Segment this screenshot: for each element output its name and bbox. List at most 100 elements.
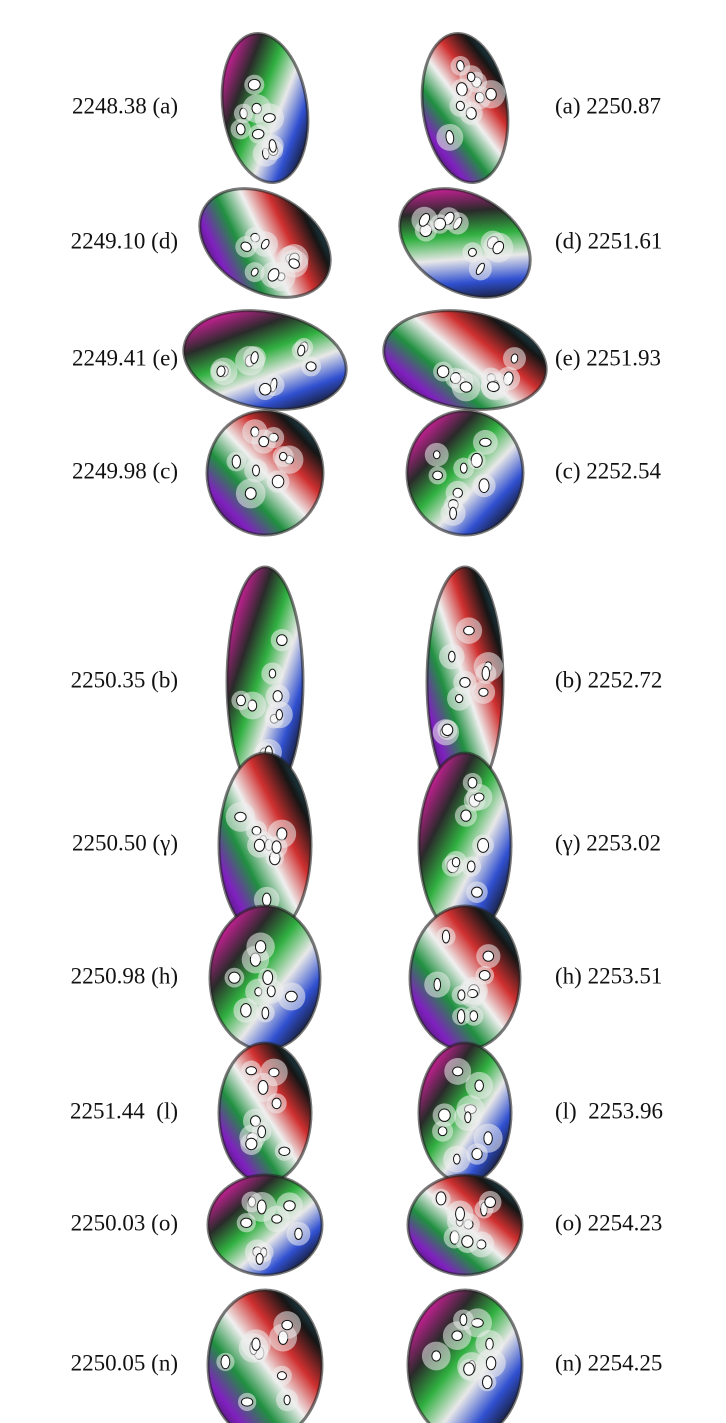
right-label: (γ) 2253.02 — [555, 830, 661, 855]
left-label: 2251.44 (l) — [70, 1098, 178, 1123]
blob-hole — [273, 691, 282, 702]
molecule-image — [410, 906, 520, 1050]
blob-hole — [295, 1228, 302, 1239]
blob-hole — [263, 971, 273, 985]
blob-hole — [456, 1207, 465, 1221]
blob-hole — [258, 1081, 268, 1095]
blob-hole — [433, 451, 440, 459]
blob-hole — [458, 990, 465, 1000]
right-label: (b) 2252.72 — [555, 667, 662, 692]
blob-hole — [457, 1010, 464, 1024]
blob-hole — [257, 1200, 266, 1214]
blob-hole — [460, 677, 470, 687]
blob-hole — [479, 479, 489, 493]
blob-hole — [276, 710, 282, 720]
left-label: 2249.41 (e) — [72, 345, 178, 370]
molecule-image — [408, 1175, 522, 1275]
blob-hole — [272, 475, 284, 488]
blob-hole — [246, 1067, 257, 1075]
blob-hole — [478, 838, 489, 852]
blob-hole — [267, 986, 275, 997]
blob-hole — [284, 1395, 290, 1405]
blob-hole — [272, 1215, 282, 1223]
left-label: 2250.05 (n) — [71, 1350, 178, 1375]
blob-hole — [474, 793, 484, 801]
blob-hole — [253, 465, 260, 476]
blob-hole — [279, 1147, 290, 1155]
molecule-image — [213, 28, 317, 188]
molecule-image — [180, 166, 349, 319]
molecule-image — [208, 1290, 322, 1423]
molecule-image — [376, 298, 554, 421]
left-label: 2249.10 (d) — [71, 228, 178, 253]
right-label: (d) 2251.61 — [555, 228, 662, 253]
blob-hole — [479, 971, 490, 981]
blob-hole — [258, 1126, 266, 1138]
molecule-image — [210, 906, 320, 1050]
blob-hole — [255, 941, 265, 953]
blob-hole — [232, 455, 240, 468]
blob-hole — [472, 887, 483, 897]
blob-hole — [269, 669, 275, 678]
blob-hole — [486, 1357, 495, 1370]
right-label: (h) 2253.51 — [555, 963, 662, 988]
blob-hole — [465, 1112, 471, 1123]
blob-hole — [455, 695, 462, 703]
molecule-image — [380, 166, 549, 319]
blob-hole — [464, 626, 475, 635]
blob-hole — [272, 841, 281, 854]
molecule-image — [407, 411, 523, 535]
blob-hole — [433, 471, 443, 480]
blob-body — [380, 166, 549, 319]
blob-hole — [485, 1197, 496, 1208]
blob-hole — [434, 978, 441, 990]
blob-hole — [483, 1376, 492, 1389]
blob-hole — [284, 1201, 295, 1211]
blob-hole — [464, 1363, 475, 1376]
left-label: 2250.98 (h) — [71, 963, 178, 988]
left-label: 2249.98 (c) — [72, 458, 178, 483]
right-label: (o) 2254.23 — [555, 1210, 662, 1235]
blob-hole — [467, 861, 475, 872]
molecule-image — [176, 298, 354, 421]
right-label: (a) 2250.87 — [555, 93, 661, 118]
molecule-image — [419, 1043, 511, 1183]
blob-hole — [279, 452, 286, 460]
blob-hole — [483, 951, 494, 961]
blob-hole — [479, 688, 488, 696]
blob-hole — [461, 810, 471, 821]
right-label: (e) 2251.93 — [555, 345, 661, 370]
blob-hole — [452, 1331, 462, 1341]
blob-hole — [452, 857, 460, 866]
molecule-image — [219, 1043, 311, 1183]
blob-hole — [277, 1372, 286, 1380]
blob-hole — [262, 1007, 269, 1019]
left-label: 2250.03 (o) — [71, 1210, 178, 1235]
blob-hole — [475, 1080, 484, 1091]
blob-hole — [221, 1355, 230, 1369]
figure: 2248.38 (a) (a) 2250.87 2249.10 (d) (d) 225… — [0, 0, 726, 1423]
blob-hole — [438, 1127, 447, 1136]
blob-hole — [480, 438, 491, 446]
molecule-image — [207, 411, 323, 535]
blob-hole — [454, 1154, 461, 1164]
blob-hole — [277, 635, 287, 646]
blob-hole — [460, 463, 467, 473]
blob-hole — [486, 1338, 494, 1350]
right-label: (c) 2252.54 — [555, 458, 662, 483]
blob-hole — [449, 651, 456, 662]
molecule-image — [413, 28, 517, 188]
blob-hole — [462, 1236, 473, 1248]
blob-hole — [237, 695, 246, 706]
blob-hole — [254, 839, 264, 851]
blob-hole — [470, 1011, 478, 1022]
blob-hole — [460, 1314, 467, 1325]
left-label: 2250.50 (γ) — [72, 830, 178, 855]
blob-hole — [282, 1320, 293, 1329]
blob-hole — [259, 436, 269, 446]
blob-hole — [442, 930, 449, 943]
blob-hole — [252, 1338, 260, 1350]
molecule-image — [408, 1290, 522, 1423]
left-label: 2248.38 (a) — [72, 93, 178, 118]
blob-hole — [241, 1004, 252, 1017]
